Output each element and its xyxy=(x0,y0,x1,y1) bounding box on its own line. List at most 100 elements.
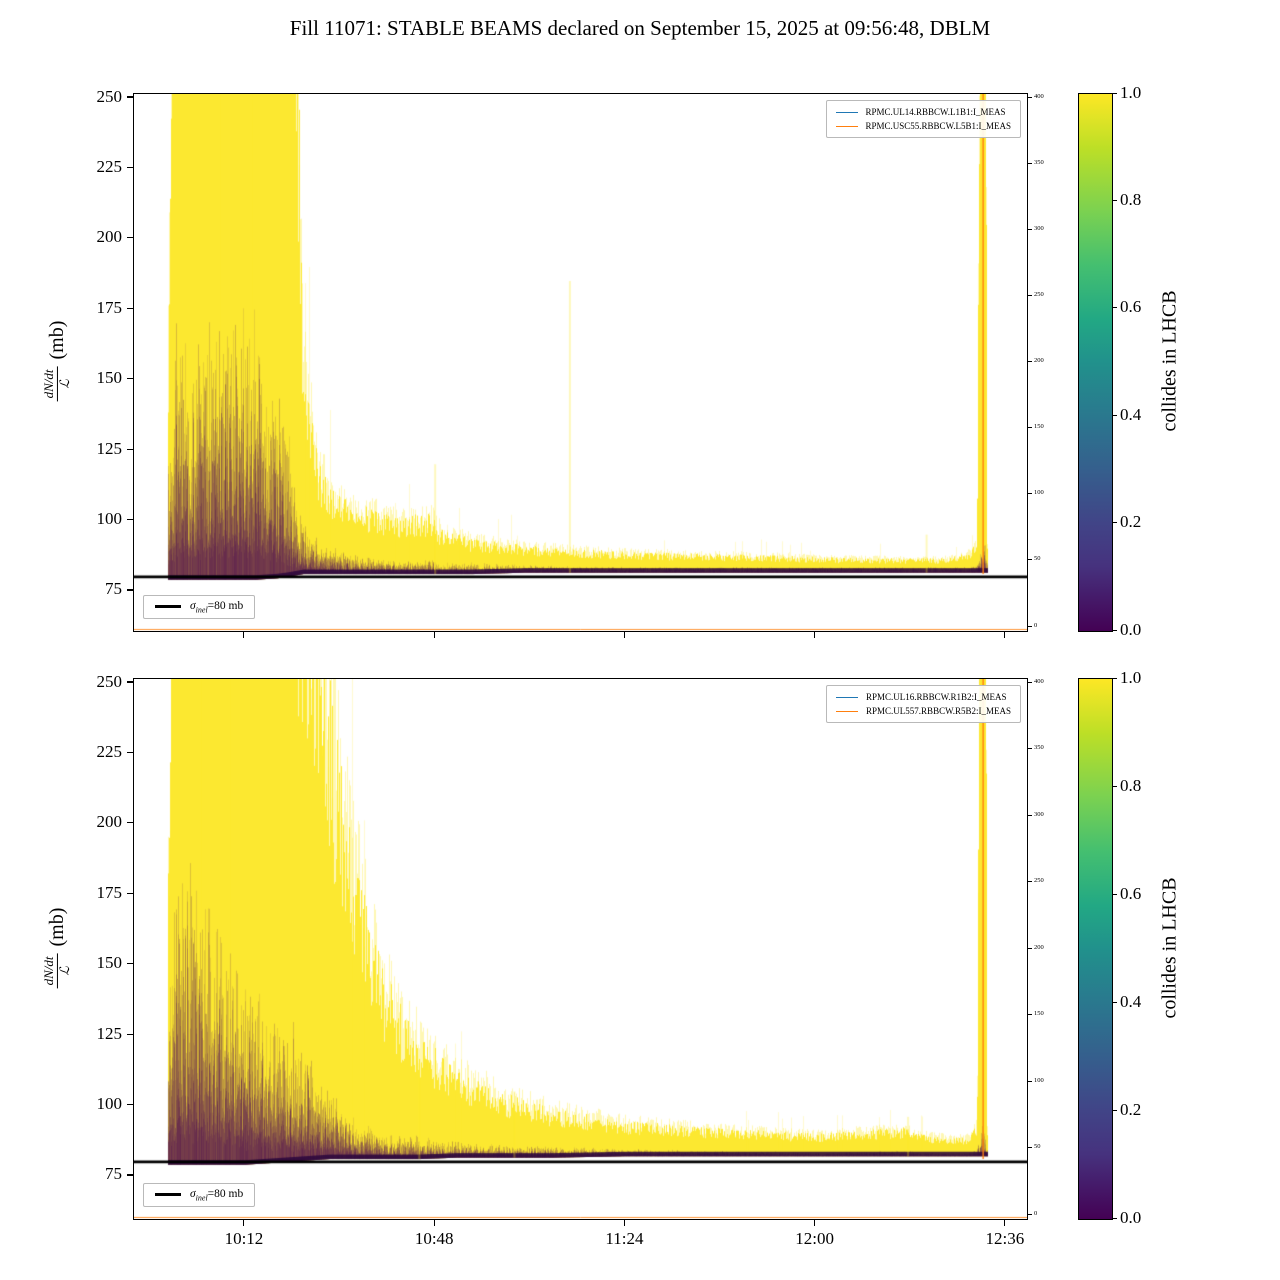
secondary-y-tick-mark xyxy=(1028,228,1032,230)
secondary-y-tick-label: 200 xyxy=(1034,943,1044,951)
colorbar-tick-label: 0.4 xyxy=(1120,991,1142,1011)
x-tick-label: 10:48 xyxy=(414,1229,454,1248)
colorbar-tick-label: 1.0 xyxy=(1120,667,1142,687)
x-tick-label: 12:00 xyxy=(795,1229,834,1248)
y-tick-label: 100 xyxy=(96,509,123,529)
secondary-y-tick-mark xyxy=(1028,1213,1032,1215)
colorbar-top xyxy=(1078,93,1113,632)
ylabel-unit: (mb) xyxy=(45,320,68,360)
colorbar-tick-mark xyxy=(1113,92,1117,94)
secondary-y-tick-mark xyxy=(1028,559,1032,561)
sigma-line-sample xyxy=(155,1193,181,1197)
y-tick-mark xyxy=(127,378,133,380)
y-tick-label: 200 xyxy=(96,812,123,832)
secondary-y-tick-mark xyxy=(1028,881,1032,882)
y-tick-mark xyxy=(127,681,133,683)
colorbar-tick-label: 0.8 xyxy=(1120,775,1142,795)
secondary-y-tick-label: 0 xyxy=(1034,621,1038,629)
x-tick-mark xyxy=(623,1220,625,1226)
y-tick-label: 125 xyxy=(96,438,123,458)
legend-line-sample xyxy=(835,111,858,113)
y-axis-label-bottom: dN/dt ℒ (mb) xyxy=(41,907,72,989)
sigma-value: =80 mb xyxy=(207,1187,244,1200)
legend-bottom: RPMC.UL16.RBBCW.R1B2:I_MEAS RPMC.UL557.RB… xyxy=(826,685,1021,723)
sigma-line-sample xyxy=(155,605,181,609)
colorbar-tick-mark xyxy=(1113,785,1117,787)
y-tick-label: 175 xyxy=(96,882,123,902)
y-tick-label: 225 xyxy=(96,741,123,761)
secondary-y-tick-mark xyxy=(1028,1014,1032,1015)
plot-area-top: RPMC.UL14.RBBCW.L1B1:I_MEAS RPMC.USC55.RB… xyxy=(133,93,1028,632)
colorbar-tick-label: 0.4 xyxy=(1120,404,1142,424)
y-tick-mark xyxy=(127,518,133,521)
colorbar-label-bottom: collides in LHCB xyxy=(1158,877,1181,1019)
sigma-legend-bottom: σinel=80 mb xyxy=(143,1182,256,1207)
secondary-y-tick-mark xyxy=(1028,294,1032,296)
sigma-symbol: σ xyxy=(190,599,196,612)
x-tick-mark xyxy=(433,1220,435,1226)
sigma-symbol: σ xyxy=(190,1187,196,1200)
secondary-y-tick-mark xyxy=(1028,947,1032,949)
colorbar-tick-mark xyxy=(1113,414,1117,416)
colorbar-tick-mark xyxy=(1113,307,1117,309)
legend-line-sample xyxy=(835,125,858,127)
secondary-y-tick-label: 100 xyxy=(1034,1076,1044,1084)
y-tick-label: 250 xyxy=(96,86,123,106)
colorbar-tick-label: 0.0 xyxy=(1120,619,1142,639)
secondary-y-tick-label: 200 xyxy=(1034,357,1044,364)
secondary-y-tick-label: 150 xyxy=(1034,423,1044,431)
ylabel-numerator: dN/dt xyxy=(41,953,58,989)
colorbar-tick-label: 1.0 xyxy=(1120,82,1142,102)
figure-title: Fill 11071: STABLE BEAMS declared on Sep… xyxy=(289,16,991,40)
legend-line-sample xyxy=(836,696,859,698)
y-tick-label: 150 xyxy=(96,368,123,388)
legend-entry-label: RPMC.UL14.RBBCW.L1B1:I_MEAS xyxy=(865,107,1006,117)
colorbar-tick-label: 0.6 xyxy=(1120,883,1142,903)
sigma-value: =80 mb xyxy=(207,599,244,612)
colorbar-tick-label: 0.2 xyxy=(1120,512,1142,532)
legend-entry-label: RPMC.UL16.RBBCW.R1B2:I_MEAS xyxy=(866,692,1007,702)
chart-canvas-bottom xyxy=(134,679,1027,1219)
y-tick-label: 125 xyxy=(96,1023,123,1043)
secondary-y-tick-label: 0 xyxy=(1034,1209,1038,1217)
secondary-y-tick-mark xyxy=(1028,681,1032,683)
secondary-y-tick-label: 250 xyxy=(1034,877,1044,884)
secondary-y-tick-mark xyxy=(1028,361,1032,362)
colorbar-tick-label: 0.8 xyxy=(1120,189,1142,209)
secondary-y-tick-label: 150 xyxy=(1034,1010,1044,1017)
secondary-y-tick-mark xyxy=(1028,427,1032,429)
chart-canvas-top xyxy=(134,94,1027,631)
secondary-y-tick-mark xyxy=(1028,493,1032,495)
secondary-y-tick-label: 50 xyxy=(1034,555,1041,563)
ylabel-unit: (mb) xyxy=(45,907,68,947)
x-tick-mark xyxy=(814,1220,816,1226)
legend-entry-label: RPMC.UL557.RBBCW.R5B2:I_MEAS xyxy=(866,706,1011,716)
x-tick-mark xyxy=(1004,632,1006,638)
secondary-y-tick-mark xyxy=(1028,1147,1032,1148)
colorbar-tick-mark xyxy=(1113,522,1117,524)
sigma-subscript: inel xyxy=(195,605,208,614)
y-axis-label-top: dN/dt ℒ (mb) xyxy=(41,320,72,402)
y-tick-label: 150 xyxy=(96,953,123,973)
colorbar-tick-mark xyxy=(1113,677,1117,679)
secondary-y-tick-label: 300 xyxy=(1034,224,1044,232)
y-tick-label: 225 xyxy=(96,156,123,176)
secondary-y-tick-mark xyxy=(1028,162,1032,164)
sigma-subscript: inel xyxy=(195,1193,208,1202)
colorbar-label-top: collides in LHCB xyxy=(1158,290,1181,432)
secondary-y-tick-label: 350 xyxy=(1034,744,1044,751)
y-tick-mark xyxy=(127,892,133,894)
x-tick-mark xyxy=(1004,1220,1006,1226)
legend-entry: RPMC.UL16.RBBCW.R1B2:I_MEAS xyxy=(836,690,1011,704)
y-tick-label: 75 xyxy=(105,579,122,599)
colorbar-tick-label: 0.6 xyxy=(1120,297,1142,317)
secondary-y-tick-label: 350 xyxy=(1034,158,1044,166)
x-tick-mark xyxy=(243,1220,245,1226)
secondary-y-tick-label: 400 xyxy=(1034,677,1044,685)
sigma-label: σinel=80 mb xyxy=(190,1188,243,1202)
x-tick-mark xyxy=(814,632,816,638)
y-tick-label: 175 xyxy=(96,297,123,317)
colorbar-tick-label: 0.2 xyxy=(1120,1099,1142,1119)
x-tick-mark xyxy=(433,632,435,638)
